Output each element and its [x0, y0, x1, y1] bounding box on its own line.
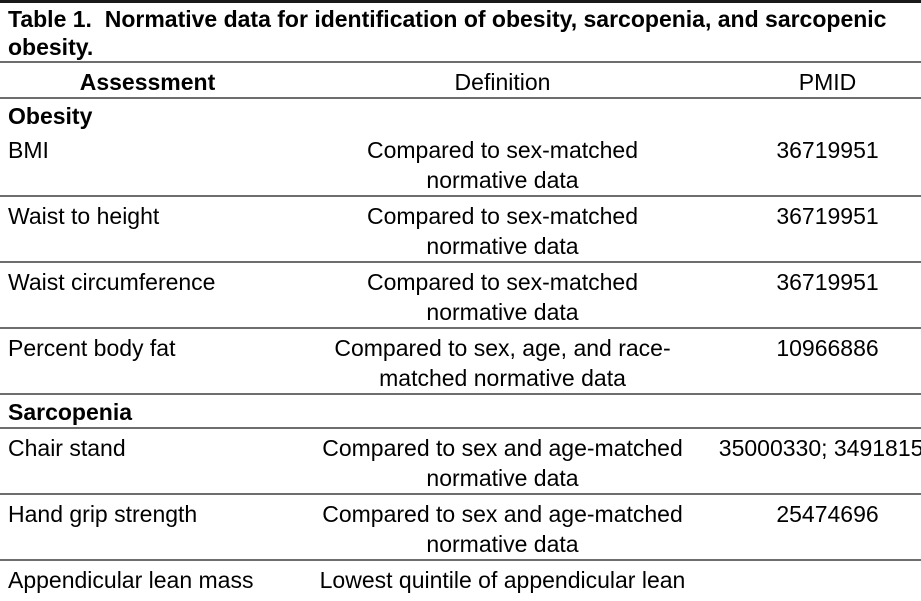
table-row: Chair stand Compared to sex and age-matc…: [0, 428, 921, 495]
assessment-cell: Percent body fat: [0, 328, 295, 395]
section-header-obesity: Obesity: [8, 103, 93, 129]
pmid-cell: 36719951: [710, 262, 921, 329]
definition-cell: Compared to sex-matched normative data: [295, 262, 710, 329]
table-row: Hand grip strength Compared to sex and a…: [0, 494, 921, 561]
definition-cell: Compared to sex, age, and race- matched …: [295, 328, 710, 395]
pmid-cell: 35000330; 34918153: [710, 428, 921, 495]
section-header-sarcopenia: Sarcopenia: [0, 394, 921, 429]
pmid-cell: 36719951: [710, 131, 921, 197]
pmid-cell: [710, 560, 921, 601]
definition-cell: Compared to sex and age-matched normativ…: [295, 494, 710, 561]
assessment-cell: BMI: [0, 131, 295, 197]
table-row: Percent body fat Compared to sex, age, a…: [0, 328, 921, 395]
definition-cell: Lowest quintile of appendicular lean mas…: [295, 560, 710, 601]
assessment-cell: Hand grip strength: [0, 494, 295, 561]
section-row-obesity: Obesity: [0, 98, 921, 131]
definition-cell: Compared to sex-matched normative data: [295, 131, 710, 197]
pmid-cell: 10966886: [710, 328, 921, 395]
table-row: BMI Compared to sex-matched normative da…: [0, 131, 921, 197]
table-row: Appendicular lean mass Lowest quintile o…: [0, 560, 921, 601]
table-caption-row: Table 1. Normative data for identificati…: [0, 1, 921, 63]
table-row: Waist to height Compared to sex-matched …: [0, 196, 921, 263]
column-header-definition: Definition: [295, 62, 710, 99]
assessment-cell: Waist to height: [0, 196, 295, 263]
section-row-sarcopenia: Sarcopenia: [0, 394, 921, 429]
assessment-cell: Appendicular lean mass: [0, 560, 295, 601]
table-row: Waist circumference Compared to sex-matc…: [0, 262, 921, 329]
column-header-assessment: Assessment: [0, 62, 295, 99]
definition-cell: Compared to sex-matched normative data: [295, 196, 710, 263]
assessment-cell: Chair stand: [0, 428, 295, 495]
pmid-cell: 36719951: [710, 196, 921, 263]
pmid-cell: 25474696: [710, 494, 921, 561]
table-title: Table 1. Normative data for identificati…: [0, 1, 921, 63]
assessment-cell: Waist circumference: [0, 262, 295, 329]
column-header-row: Assessment Definition PMID: [0, 62, 921, 99]
column-header-pmid: PMID: [710, 62, 921, 99]
definition-cell: Compared to sex and age-matched normativ…: [295, 428, 710, 495]
